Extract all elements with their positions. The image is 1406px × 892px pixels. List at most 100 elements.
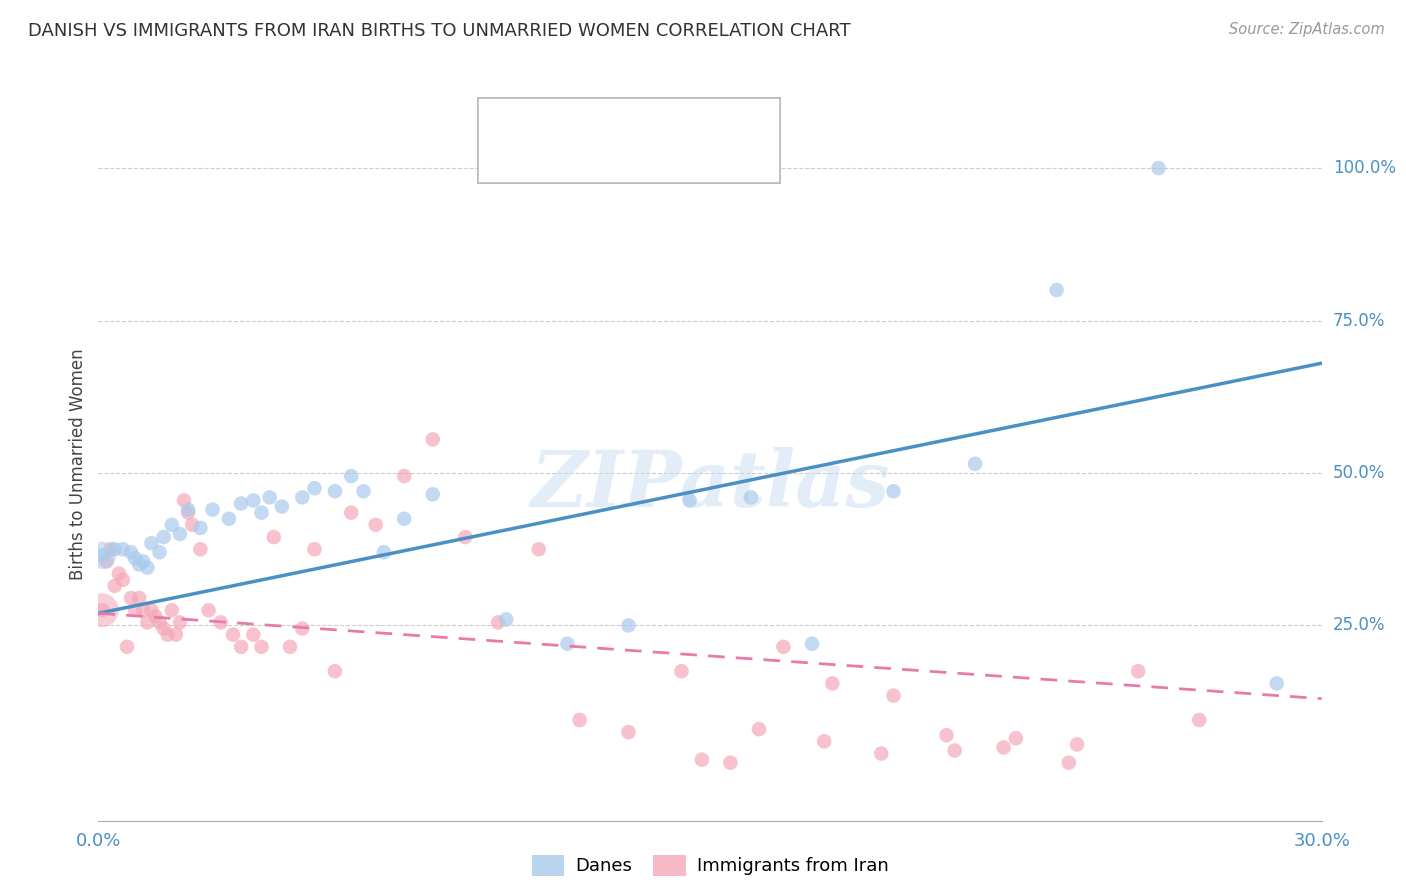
Point bbox=[149, 615, 172, 630]
Point bbox=[278, 640, 301, 654]
Point bbox=[495, 612, 517, 626]
Text: -0.188: -0.188 bbox=[555, 153, 614, 170]
Point bbox=[527, 542, 550, 557]
Point bbox=[242, 627, 264, 641]
Text: Source: ZipAtlas.com: Source: ZipAtlas.com bbox=[1229, 22, 1385, 37]
Point bbox=[197, 603, 219, 617]
Point bbox=[156, 627, 179, 641]
Point bbox=[218, 512, 240, 526]
Point bbox=[568, 713, 591, 727]
Point bbox=[323, 664, 346, 678]
Point bbox=[128, 558, 150, 572]
Point bbox=[173, 493, 195, 508]
Text: ZIPatlas: ZIPatlas bbox=[530, 447, 890, 524]
Point bbox=[340, 469, 363, 483]
Point bbox=[352, 484, 374, 499]
Point bbox=[679, 493, 702, 508]
Point bbox=[304, 542, 326, 557]
Point bbox=[231, 640, 253, 654]
Point bbox=[740, 491, 762, 505]
Text: 75.0%: 75.0% bbox=[1333, 311, 1385, 329]
Point bbox=[870, 747, 893, 761]
Point bbox=[801, 637, 824, 651]
Point bbox=[1045, 283, 1069, 297]
Legend: Danes, Immigrants from Iran: Danes, Immigrants from Iran bbox=[524, 847, 896, 883]
Point bbox=[1004, 731, 1026, 746]
Point bbox=[96, 554, 118, 568]
Text: R =: R = bbox=[515, 111, 546, 128]
Point bbox=[188, 542, 212, 557]
Point bbox=[772, 640, 794, 654]
Point bbox=[124, 551, 146, 566]
Point bbox=[340, 506, 363, 520]
Point bbox=[160, 517, 183, 532]
Point bbox=[422, 433, 444, 447]
Point bbox=[188, 521, 212, 535]
Point bbox=[392, 512, 416, 526]
Point bbox=[100, 542, 122, 557]
Point bbox=[1128, 664, 1150, 678]
Text: DANISH VS IMMIGRANTS FROM IRAN BIRTHS TO UNMARRIED WOMEN CORRELATION CHART: DANISH VS IMMIGRANTS FROM IRAN BIRTHS TO… bbox=[28, 22, 851, 40]
Point bbox=[141, 603, 163, 617]
Point bbox=[364, 517, 387, 532]
Point bbox=[671, 664, 693, 678]
Point bbox=[177, 502, 200, 516]
Point bbox=[718, 756, 742, 770]
Point bbox=[617, 725, 640, 739]
Point bbox=[1066, 738, 1088, 752]
Point bbox=[242, 493, 264, 508]
Point bbox=[120, 545, 142, 559]
Point bbox=[149, 545, 172, 559]
Bar bbox=[485, 109, 509, 130]
Point bbox=[91, 549, 114, 563]
Point bbox=[91, 549, 114, 563]
Text: 100.0%: 100.0% bbox=[1333, 159, 1396, 177]
Point bbox=[136, 615, 159, 630]
Point bbox=[943, 743, 966, 757]
Point bbox=[883, 484, 905, 499]
Point bbox=[128, 591, 150, 605]
Point bbox=[91, 603, 114, 617]
Point bbox=[104, 579, 127, 593]
Point bbox=[555, 637, 579, 651]
Point bbox=[323, 484, 346, 499]
Y-axis label: Births to Unmarried Women: Births to Unmarried Women bbox=[69, 348, 87, 580]
Point bbox=[392, 469, 416, 483]
Point bbox=[304, 481, 326, 495]
Point bbox=[104, 542, 127, 557]
Point bbox=[250, 506, 273, 520]
Point bbox=[1188, 713, 1211, 727]
Point bbox=[201, 502, 224, 516]
Point bbox=[141, 536, 163, 550]
Point bbox=[935, 728, 957, 742]
Point bbox=[617, 618, 640, 632]
Point bbox=[1265, 676, 1288, 690]
Point bbox=[422, 487, 444, 501]
Point bbox=[250, 640, 273, 654]
Point bbox=[181, 517, 204, 532]
Point bbox=[124, 603, 146, 617]
Point bbox=[748, 722, 770, 736]
Point bbox=[177, 506, 200, 520]
Text: R =: R = bbox=[515, 153, 546, 170]
Point bbox=[454, 530, 477, 544]
Point bbox=[169, 527, 191, 541]
Point bbox=[813, 734, 835, 748]
Point bbox=[108, 566, 131, 581]
Point bbox=[132, 554, 155, 568]
Point bbox=[90, 603, 112, 617]
Point bbox=[152, 530, 174, 544]
Point bbox=[165, 627, 187, 641]
Point bbox=[120, 591, 142, 605]
Point bbox=[160, 603, 183, 617]
Point bbox=[690, 753, 713, 767]
Point bbox=[291, 622, 314, 636]
Point bbox=[1147, 161, 1170, 175]
Bar bbox=[485, 151, 509, 172]
Point bbox=[270, 500, 294, 514]
Point bbox=[993, 740, 1015, 755]
Point bbox=[965, 457, 987, 471]
Point bbox=[259, 491, 281, 505]
Text: 50.0%: 50.0% bbox=[1333, 464, 1385, 482]
Point bbox=[132, 603, 155, 617]
